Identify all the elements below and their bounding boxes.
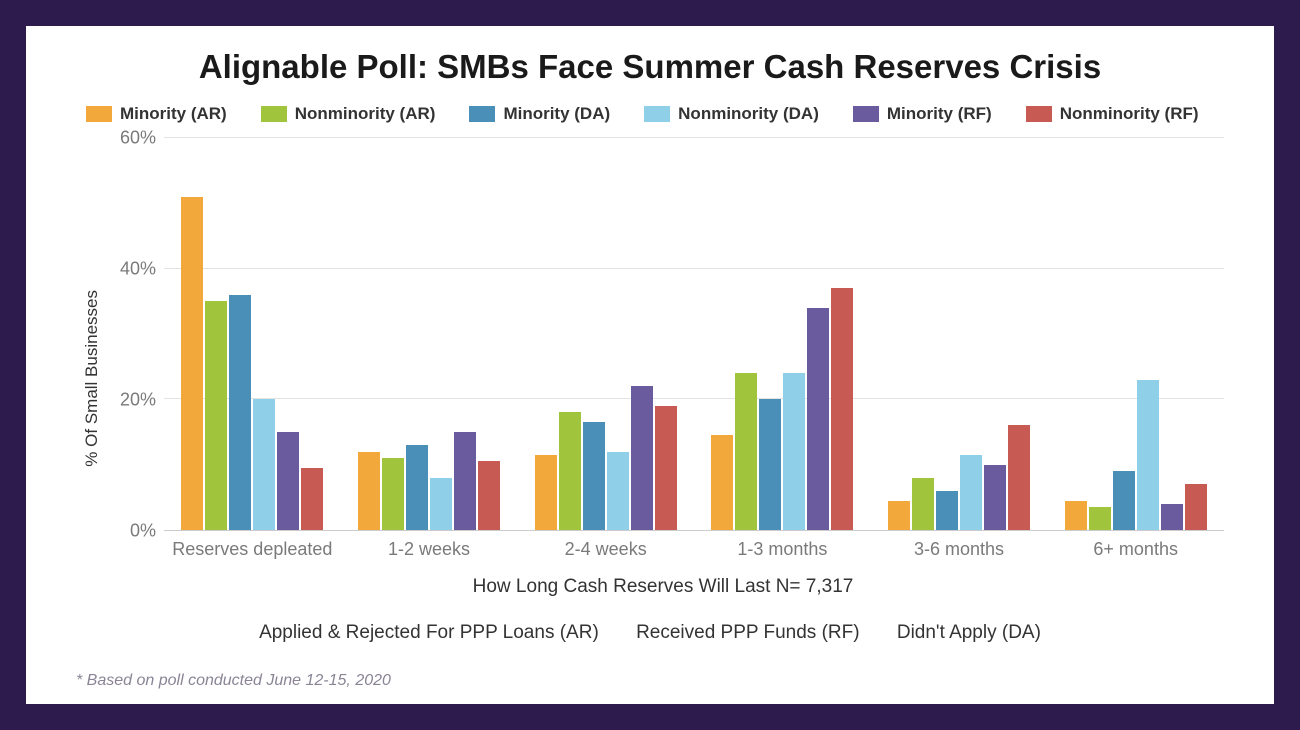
plot-area: 0%20%40%60% bbox=[102, 138, 1224, 531]
x-tick: Reserves depleated bbox=[164, 539, 341, 560]
bar bbox=[1137, 380, 1159, 530]
bar bbox=[1161, 504, 1183, 530]
x-axis-label: How Long Cash Reserves Will Last N= 7,31… bbox=[102, 576, 1224, 598]
legend-label: Minority (AR) bbox=[120, 104, 227, 124]
bar bbox=[229, 295, 251, 530]
bar bbox=[1008, 425, 1030, 530]
x-ticks: Reserves depleated1-2 weeks2-4 weeks1-3 … bbox=[102, 539, 1224, 560]
bar-group bbox=[694, 138, 871, 530]
bar-group bbox=[341, 138, 518, 530]
bar-group bbox=[164, 138, 341, 530]
bar bbox=[831, 288, 853, 530]
bar bbox=[559, 412, 581, 530]
bar bbox=[1065, 501, 1087, 530]
bar bbox=[1185, 484, 1207, 530]
legend-swatch bbox=[86, 106, 112, 122]
bar bbox=[181, 197, 203, 530]
chart-area: % Of Small Businesses 0%20%40%60% Reserv… bbox=[76, 138, 1224, 598]
x-tick: 1-3 months bbox=[694, 539, 871, 560]
legend-item: Nonminority (RF) bbox=[1026, 104, 1199, 124]
legend-swatch bbox=[469, 106, 495, 122]
bar bbox=[301, 468, 323, 530]
legend-label: Minority (DA) bbox=[503, 104, 610, 124]
legend-item: Minority (AR) bbox=[86, 104, 227, 124]
bar bbox=[888, 501, 910, 530]
legend-item: Minority (DA) bbox=[469, 104, 610, 124]
legend-item: Minority (RF) bbox=[853, 104, 992, 124]
bar bbox=[711, 435, 733, 530]
bar bbox=[631, 386, 653, 530]
bar bbox=[807, 308, 829, 530]
legend-label: Minority (RF) bbox=[887, 104, 992, 124]
legend: Minority (AR) Nonminority (AR) Minority (D… bbox=[76, 104, 1224, 124]
bar bbox=[1089, 507, 1111, 530]
bar bbox=[936, 491, 958, 530]
x-tick: 6+ months bbox=[1047, 539, 1224, 560]
bar-group bbox=[1047, 138, 1224, 530]
legend-item: Nonminority (AR) bbox=[261, 104, 436, 124]
bar bbox=[912, 478, 934, 530]
bar bbox=[735, 373, 757, 530]
x-tick: 1-2 weeks bbox=[341, 539, 518, 560]
x-tick: 3-6 months bbox=[871, 539, 1048, 560]
y-tick: 40% bbox=[120, 259, 156, 280]
x-tick: 2-4 weeks bbox=[517, 539, 694, 560]
y-tick: 60% bbox=[120, 128, 156, 149]
key-rf: Received PPP Funds (RF) bbox=[636, 622, 860, 643]
bar bbox=[607, 452, 629, 530]
bar bbox=[277, 432, 299, 530]
bar bbox=[759, 399, 781, 530]
y-ticks: 0%20%40%60% bbox=[102, 138, 164, 531]
bar bbox=[984, 465, 1006, 530]
bar bbox=[655, 406, 677, 530]
legend-label: Nonminority (RF) bbox=[1060, 104, 1199, 124]
bar bbox=[430, 478, 452, 530]
bar bbox=[583, 422, 605, 530]
legend-swatch bbox=[261, 106, 287, 122]
bars-region bbox=[164, 138, 1224, 531]
y-tick: 20% bbox=[120, 390, 156, 411]
legend-item: Nonminority (DA) bbox=[644, 104, 819, 124]
bar bbox=[960, 455, 982, 530]
legend-swatch bbox=[853, 106, 879, 122]
legend-key-definitions: Applied & Rejected For PPP Loans (AR) Re… bbox=[76, 622, 1224, 644]
chart-title: Alignable Poll: SMBs Face Summer Cash Re… bbox=[76, 48, 1224, 86]
bar-group bbox=[517, 138, 694, 530]
bar bbox=[783, 373, 805, 530]
bar bbox=[382, 458, 404, 530]
chart-panel: Alignable Poll: SMBs Face Summer Cash Re… bbox=[26, 26, 1274, 704]
bar bbox=[406, 445, 428, 530]
y-axis-label: % Of Small Businesses bbox=[76, 270, 102, 467]
outer-frame: Alignable Poll: SMBs Face Summer Cash Re… bbox=[0, 0, 1300, 730]
legend-swatch bbox=[644, 106, 670, 122]
bar bbox=[205, 301, 227, 530]
key-da: Didn't Apply (DA) bbox=[897, 622, 1041, 643]
y-tick: 0% bbox=[130, 521, 156, 542]
bar bbox=[454, 432, 476, 530]
footnote: * Based on poll conducted June 12-15, 20… bbox=[76, 672, 1224, 690]
bar bbox=[358, 452, 380, 530]
bar bbox=[478, 461, 500, 530]
legend-swatch bbox=[1026, 106, 1052, 122]
bar bbox=[535, 455, 557, 530]
key-ar: Applied & Rejected For PPP Loans (AR) bbox=[259, 622, 599, 643]
legend-label: Nonminority (DA) bbox=[678, 104, 819, 124]
legend-label: Nonminority (AR) bbox=[295, 104, 436, 124]
bar bbox=[253, 399, 275, 530]
bar-group bbox=[871, 138, 1048, 530]
bar bbox=[1113, 471, 1135, 530]
